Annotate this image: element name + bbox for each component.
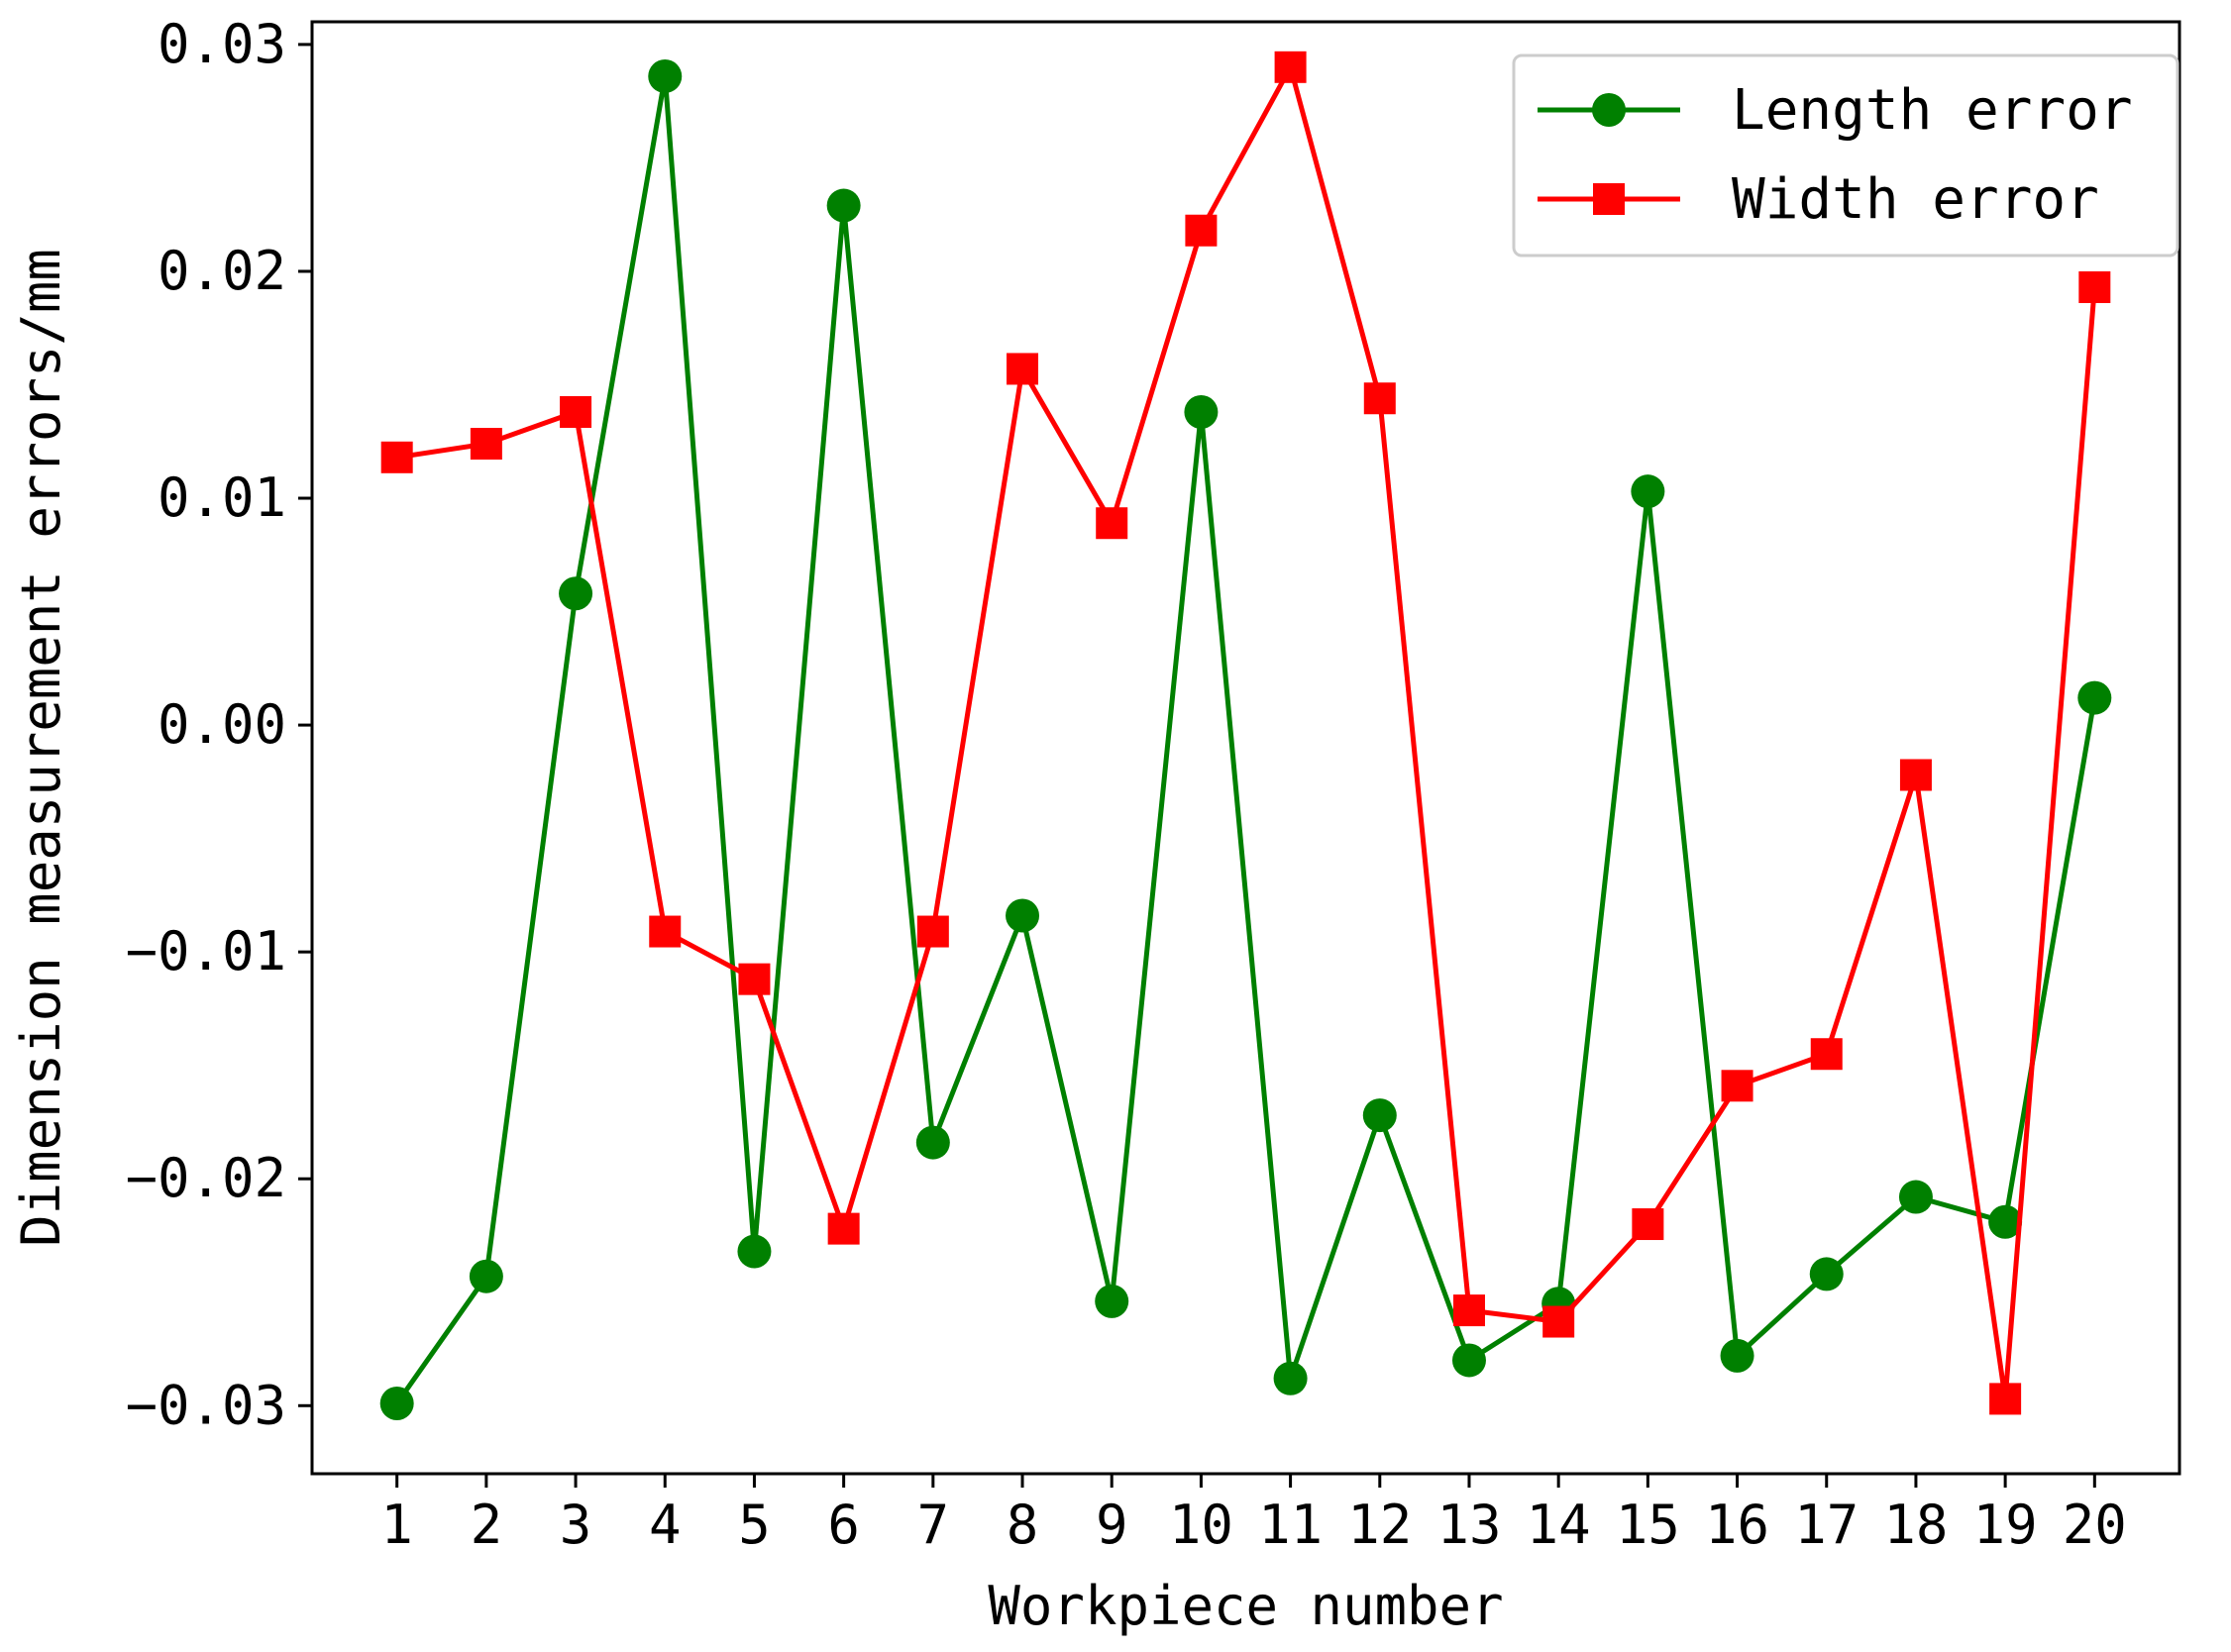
length-error-point <box>469 1259 503 1293</box>
x-tick-label: 14 <box>1527 1494 1591 1556</box>
width-error-point <box>470 428 502 461</box>
length-error-point <box>915 1125 950 1160</box>
y-tick-label: 0.00 <box>158 693 286 756</box>
width-error-point <box>2078 271 2111 304</box>
width-error-point <box>916 915 949 948</box>
x-tick-label: 15 <box>1616 1494 1680 1556</box>
length-error-point <box>1631 474 1665 509</box>
width-error-point <box>649 915 682 948</box>
legend-square-marker <box>1593 183 1625 215</box>
x-tick-label: 1 <box>380 1494 413 1556</box>
x-tick-label: 9 <box>1096 1494 1128 1556</box>
x-tick-label: 12 <box>1347 1494 1412 1556</box>
y-tick-label: 0.01 <box>158 466 286 529</box>
x-tick-label: 18 <box>1883 1494 1948 1556</box>
y-tick-label: −0.03 <box>125 1374 286 1436</box>
width-error-point <box>1810 1038 1843 1071</box>
x-tick-label: 8 <box>1007 1494 1039 1556</box>
width-error-point <box>380 441 413 473</box>
y-tick-label: 0.03 <box>158 13 286 75</box>
legend: Length error Width error <box>1512 53 2179 258</box>
x-tick-label: 10 <box>1169 1494 1233 1556</box>
width-error-point <box>1721 1070 1753 1102</box>
length-error-point <box>1095 1284 1129 1318</box>
y-axis-label: Dimension measurement errors/mm <box>10 249 72 1247</box>
length-error-point <box>2077 680 2112 715</box>
width-error-point <box>1899 759 1932 791</box>
length-error-point <box>1898 1180 1933 1214</box>
width-error-point <box>1989 1383 2022 1415</box>
width-error-point <box>1274 51 1307 83</box>
width-error-point <box>1542 1305 1575 1338</box>
length-error-point <box>648 58 683 93</box>
length-error-point <box>1809 1257 1844 1291</box>
y-tick-label: 0.02 <box>158 240 286 302</box>
length-error-point <box>559 576 593 611</box>
length-error-point <box>1988 1204 2023 1239</box>
plot-frame <box>310 20 2181 1476</box>
x-tick-label: 16 <box>1705 1494 1769 1556</box>
x-tick-label: 4 <box>649 1494 682 1556</box>
length-error-point <box>826 188 861 223</box>
x-tick-label: 19 <box>1973 1494 2038 1556</box>
width-error-point <box>560 395 592 428</box>
width-error-point <box>738 963 771 995</box>
width-error-point <box>1632 1208 1664 1241</box>
width-error-point <box>1096 507 1128 540</box>
x-tick-label: 13 <box>1436 1494 1501 1556</box>
series-line-1 <box>394 75 2097 1405</box>
plot-layer <box>379 51 2112 1420</box>
y-tick-label: −0.02 <box>125 1147 286 1209</box>
length-error-point <box>1006 898 1040 933</box>
y-tick-label: −0.01 <box>125 920 286 982</box>
x-axis-label: Workpiece number <box>988 1575 1503 1637</box>
legend-label: Length error <box>1732 78 2133 143</box>
x-tick-label: 20 <box>2063 1494 2127 1556</box>
x-tick-label: 7 <box>917 1494 950 1556</box>
axes-layer: −0.03−0.02−0.010.000.010.020.031 2 3 4 5 6 7 8 9… <box>125 13 2181 1556</box>
length-error-point <box>1720 1338 1754 1373</box>
x-tick-label: 6 <box>827 1494 860 1556</box>
length-error-point <box>737 1234 772 1269</box>
width-error-point <box>827 1212 860 1245</box>
x-tick-label: 11 <box>1258 1494 1323 1556</box>
length-error-point <box>379 1386 414 1420</box>
x-tick-label: 3 <box>560 1494 592 1556</box>
width-error-point <box>1452 1294 1485 1327</box>
length-error-point <box>1273 1361 1308 1395</box>
x-tick-label: 2 <box>471 1494 503 1556</box>
width-error-point <box>1363 382 1396 415</box>
length-error-point <box>1451 1343 1486 1378</box>
length-error-point <box>1184 394 1219 429</box>
width-error-point <box>1007 353 1039 385</box>
x-tick-label: 5 <box>738 1494 771 1556</box>
series-line-2 <box>396 60 2097 1399</box>
legend-box <box>1512 53 2179 258</box>
x-tick-label: 17 <box>1794 1494 1859 1556</box>
length-error-point <box>1362 1098 1397 1133</box>
legend-circle-marker <box>1592 93 1626 127</box>
width-error-point <box>1185 214 1218 247</box>
legend-label: Width error <box>1732 167 2099 232</box>
